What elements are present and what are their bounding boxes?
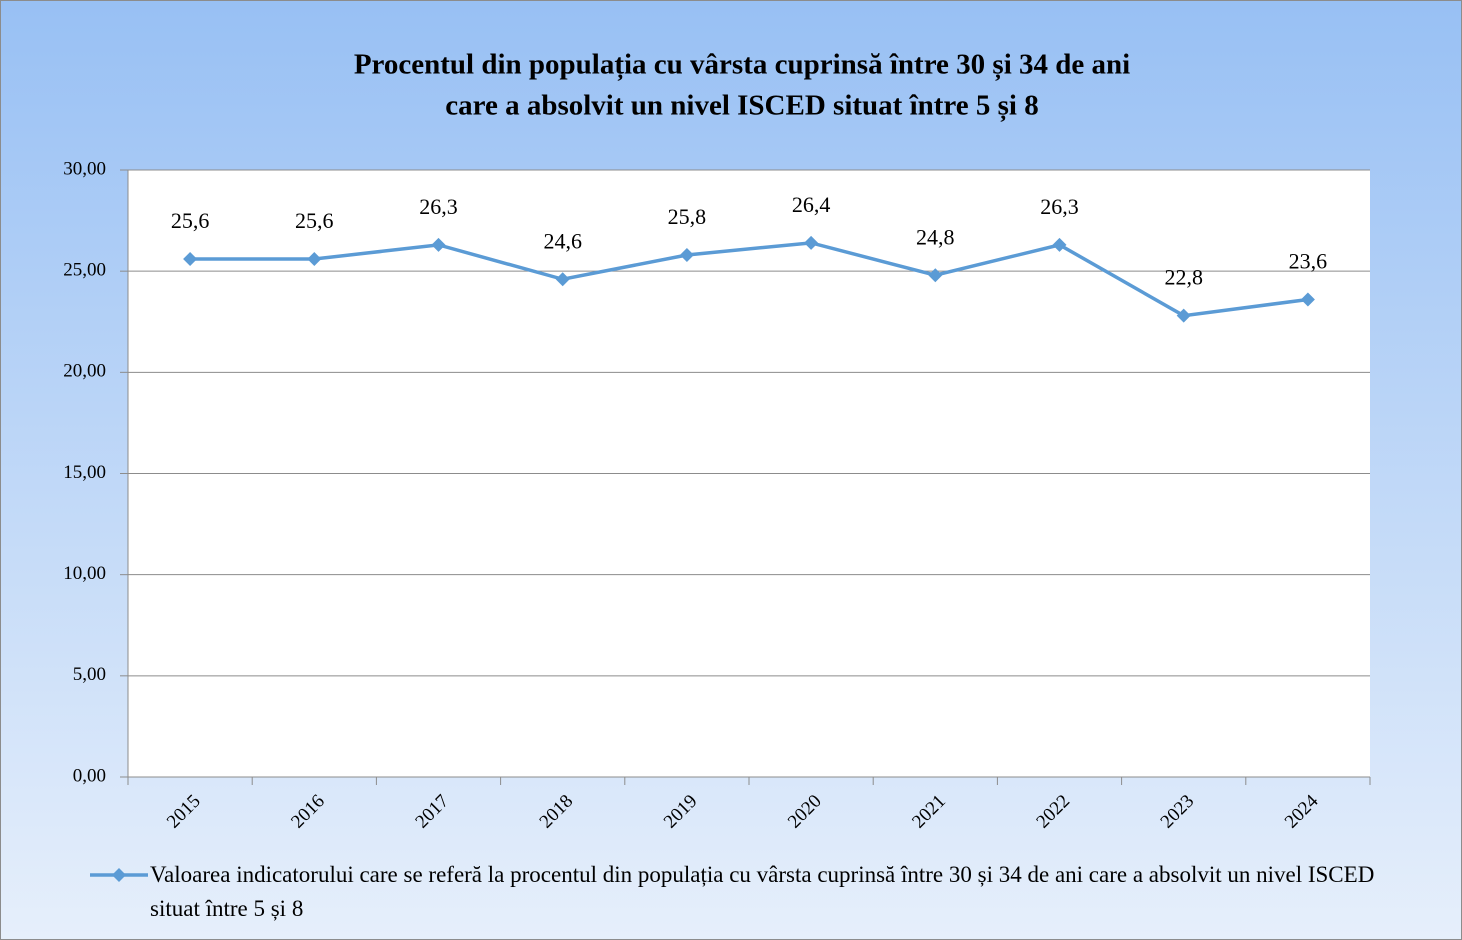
data-point [1052, 237, 1067, 252]
data-point [679, 247, 694, 262]
y-tick-label: 5,00 [73, 664, 106, 685]
data-label: 26,4 [792, 192, 831, 217]
y-tick-label: 25,00 [63, 260, 106, 281]
data-label: 22,8 [1164, 265, 1203, 290]
data-label: 24,8 [916, 224, 955, 249]
y-tick-label: 30,00 [63, 158, 106, 179]
data-label: 25,8 [668, 204, 707, 229]
y-tick-label: 20,00 [63, 361, 106, 382]
data-point [1176, 308, 1191, 323]
data-point [928, 268, 943, 283]
data-label: 25,6 [171, 208, 210, 233]
data-label: 25,6 [295, 208, 334, 233]
data-label: 26,3 [419, 194, 458, 219]
legend-label: Valoarea indicatorului care se referă la… [150, 862, 1375, 921]
data-point [1300, 292, 1315, 307]
data-point [307, 252, 322, 267]
data-point [804, 235, 819, 250]
data-label: 26,3 [1040, 194, 1079, 219]
legend-marker [112, 868, 126, 882]
data-point [555, 272, 570, 287]
y-tick-label: 0,00 [73, 765, 106, 786]
data-line [190, 241, 1309, 318]
data-point [183, 252, 198, 267]
data-point [431, 237, 446, 252]
y-tick-label: 10,00 [63, 563, 106, 584]
data-label: 23,6 [1289, 249, 1328, 274]
y-tick-label: 15,00 [63, 462, 106, 483]
data-label: 24,6 [543, 228, 582, 253]
chart-title: Procentul din populația cu vârsta cuprin… [354, 49, 1130, 82]
chart-title: care a absolvit un nivel ISCED situat în… [445, 90, 1038, 123]
